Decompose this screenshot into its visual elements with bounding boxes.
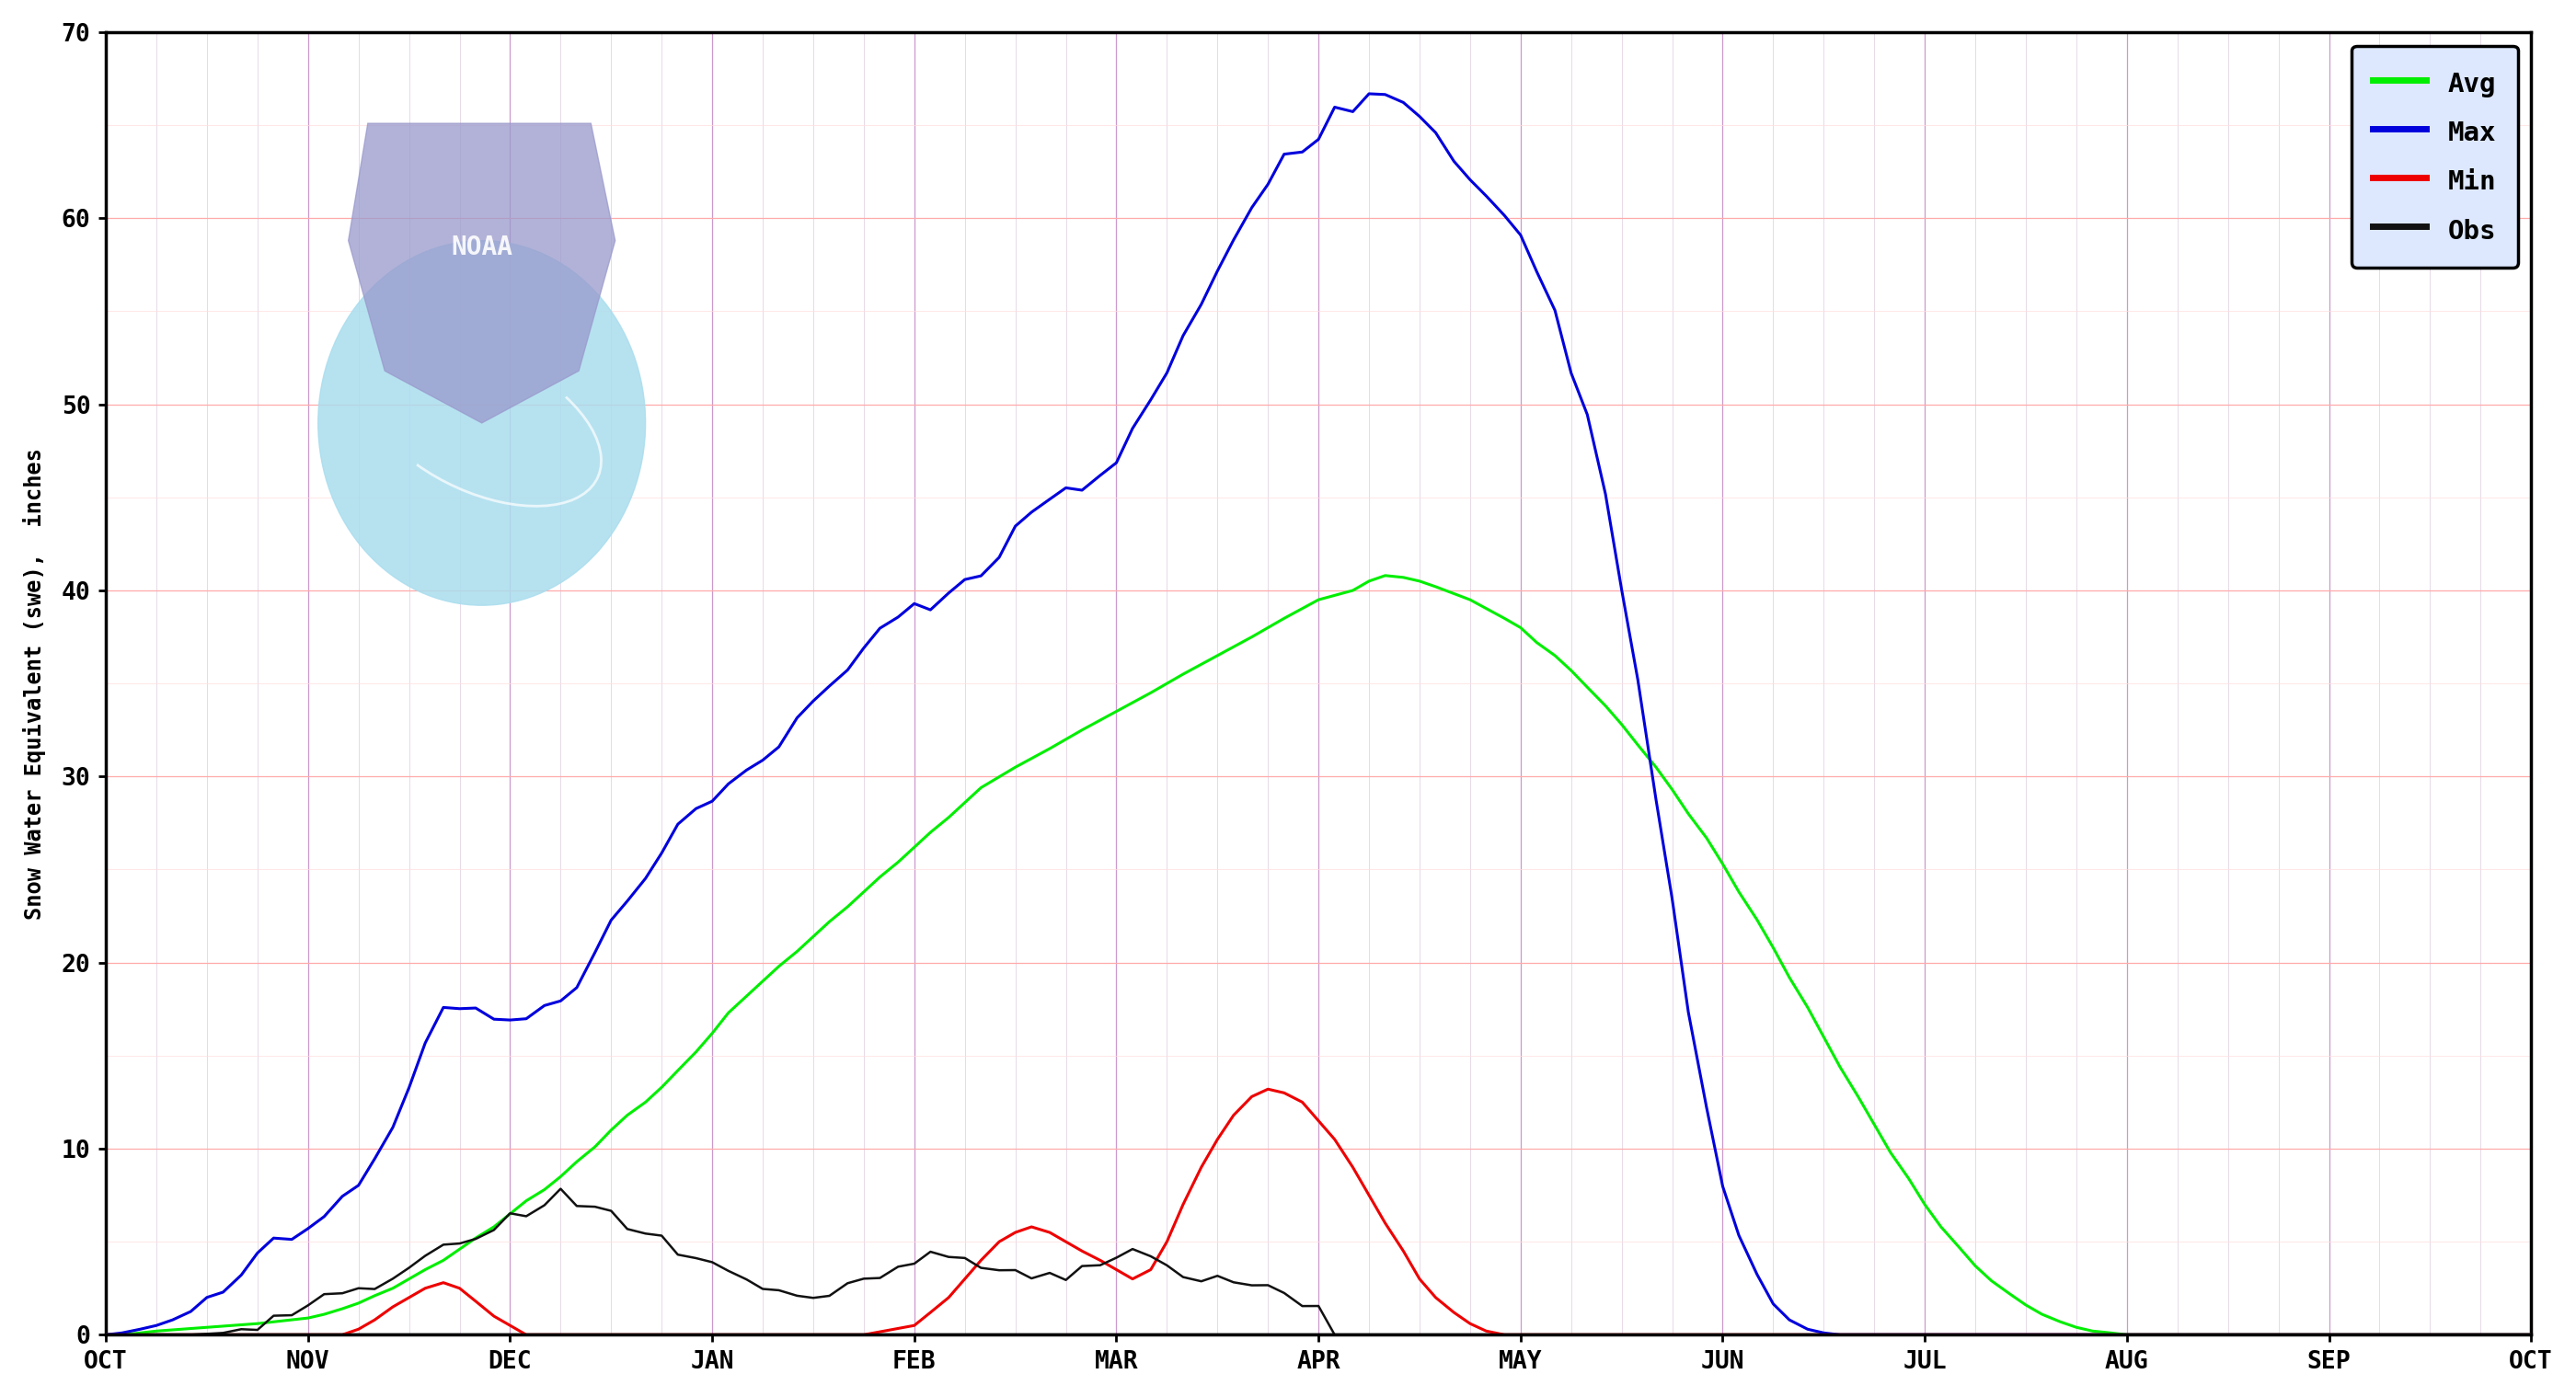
Min (1118, 1270, 1149, 1287)
Avg (1960, 1257, 1991, 1274)
Line: Obs: Obs (106, 1189, 1334, 1334)
Min (394, 1289, 425, 1306)
Avg (1370, 567, 1401, 584)
Obs (814, 1288, 845, 1305)
Max (379, 1119, 410, 1136)
Max (90, 1326, 121, 1343)
Legend: Avg, Max, Min, Obs: Avg, Max, Min, Obs (2352, 46, 2517, 268)
Avg (2517, 1326, 2548, 1343)
Max (2313, 1326, 2344, 1343)
Avg (142, 1323, 173, 1340)
Min (1252, 1081, 1283, 1098)
Obs (899, 1256, 930, 1273)
Obs (294, 1296, 325, 1313)
Avg (1419, 578, 1450, 595)
Min (1203, 1132, 1234, 1148)
Avg (1455, 591, 1486, 608)
Avg (90, 1326, 121, 1343)
Obs (90, 1326, 121, 1343)
Obs (951, 1249, 981, 1266)
Max (1540, 302, 1571, 319)
Min (90, 1326, 121, 1343)
Line: Avg: Avg (106, 576, 2532, 1334)
Max (1352, 85, 1383, 102)
Avg (1641, 759, 1672, 775)
Max (276, 1231, 307, 1248)
Max (2517, 1326, 2548, 1343)
Polygon shape (348, 123, 616, 423)
Min (2517, 1326, 2548, 1343)
Min (966, 1252, 997, 1268)
Obs (546, 1180, 577, 1197)
Y-axis label: Snow Water Equivalent (swe),  inches: Snow Water Equivalent (swe), inches (23, 447, 46, 919)
Line: Min: Min (106, 1090, 2532, 1334)
Min (1218, 1106, 1249, 1123)
Obs (1319, 1326, 1350, 1343)
Ellipse shape (317, 240, 647, 605)
Text: NOAA: NOAA (451, 235, 513, 260)
Min (1051, 1234, 1082, 1250)
Avg (1571, 679, 1602, 696)
Max (933, 585, 963, 602)
Line: Max: Max (106, 94, 2532, 1334)
Obs (528, 1197, 559, 1214)
Max (1656, 890, 1687, 907)
Obs (410, 1248, 440, 1264)
